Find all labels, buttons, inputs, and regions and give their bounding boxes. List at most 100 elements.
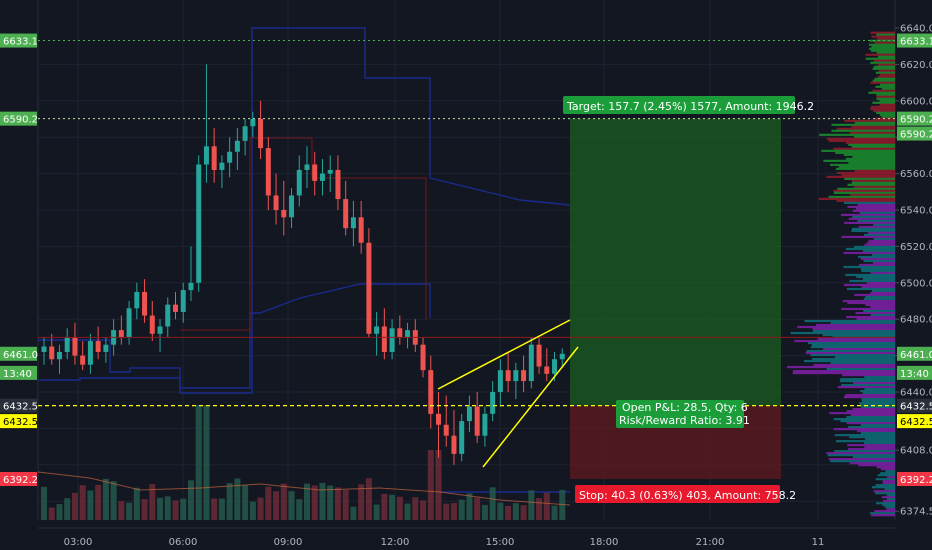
volume-bar — [249, 501, 256, 520]
volume-profile-bar — [872, 261, 895, 265]
volume-profile-bar — [859, 263, 895, 267]
volume-bar — [311, 485, 318, 520]
volume-profile-bar — [831, 123, 895, 126]
left-price-tag-bg — [0, 398, 37, 413]
volume-profile-bar — [854, 293, 895, 297]
wedge-upper-line — [437, 319, 571, 390]
volume-profile-bar — [790, 331, 895, 335]
volume-profile-bar — [843, 153, 895, 156]
time-tick-label: 03:00 — [64, 537, 93, 548]
volume-profile-bar — [843, 396, 895, 399]
volume-profile-bar — [875, 71, 895, 74]
candle-body — [188, 282, 194, 291]
candle-body — [343, 199, 349, 229]
candle-body — [296, 169, 302, 196]
volume-bar — [381, 493, 388, 520]
volume-bar — [172, 500, 179, 520]
volume-bar — [474, 497, 481, 520]
volume-profile-bar — [873, 65, 895, 68]
left-price-tag-bg — [0, 346, 37, 361]
volume-profile-bar — [872, 253, 895, 257]
volume-profile-bar — [875, 484, 895, 487]
volume-bar — [520, 505, 527, 520]
volume-profile-bar — [849, 436, 895, 439]
volume-profile-bar — [876, 502, 895, 505]
volume-profile-bar — [855, 311, 895, 315]
volume-profile-bar — [826, 452, 895, 455]
vwap-lines — [38, 27, 571, 493]
candle-body — [180, 290, 186, 312]
volume-bar — [389, 494, 396, 520]
volume-profile-bar — [794, 339, 895, 343]
candle-body — [451, 435, 457, 454]
volume-profile-bar — [871, 35, 895, 38]
volume-profile-bar — [876, 95, 895, 98]
volume-profile-bar — [880, 472, 895, 475]
volume-profile-bar — [844, 221, 895, 225]
candle-body — [536, 344, 542, 367]
volume-profile-bar — [841, 235, 895, 239]
volume-profile-bar — [868, 91, 895, 94]
right-price-tag-bg — [897, 111, 932, 126]
volume-profile-bar — [879, 99, 895, 102]
volume-bar — [528, 490, 535, 520]
volume-profile-bar — [870, 61, 895, 64]
volume-profile-bar — [884, 488, 895, 491]
volume-bar — [427, 450, 434, 520]
volume-profile-bar — [856, 275, 895, 279]
volume-profile-bar — [818, 197, 895, 201]
volume-profile-bar — [876, 51, 895, 54]
volume-bar — [404, 503, 411, 520]
candle-body — [289, 195, 295, 218]
volume-profile-bar — [870, 107, 895, 110]
volume-profile-bar — [822, 333, 895, 337]
volume-profile-bar — [856, 430, 895, 433]
volume-bar — [505, 505, 512, 520]
volume-profile-bar — [855, 207, 895, 211]
volume-profile-bar — [848, 161, 895, 164]
volume-ma — [37, 471, 571, 506]
right-price-tag-bg — [897, 365, 932, 380]
volume-profile-bar — [841, 307, 895, 311]
price-tick-label: 6374.5 — [900, 507, 932, 518]
rising-wedge[interactable] — [437, 319, 579, 468]
volume-profile-bar — [877, 474, 895, 477]
candle-body — [381, 326, 387, 352]
volume-profile-bar — [830, 361, 895, 365]
volume-profile-bar — [833, 418, 895, 421]
volume-profile-bar — [847, 205, 895, 209]
volume-profile-bar — [852, 215, 895, 219]
volume-bar — [164, 496, 171, 520]
volume-profile-bar — [871, 289, 895, 293]
volume-profile-bar — [876, 466, 895, 469]
volume-bar — [327, 485, 334, 520]
left-price-tag-bg — [0, 414, 37, 429]
volume-profile-bar — [817, 337, 895, 341]
right-price-tag-bg — [897, 346, 932, 361]
candle-body — [49, 346, 55, 360]
candle-body — [41, 346, 47, 352]
volume-profile-bar — [857, 203, 895, 207]
price-tick-label: 6640.0 — [900, 24, 932, 35]
volume-bar — [95, 484, 102, 520]
volume-profile-bar — [834, 355, 895, 359]
volume-profile-bar — [863, 309, 895, 313]
volume-profile-bar — [870, 313, 895, 317]
pnl-label: Open P&L: 28.5, Qty: 6 — [622, 401, 748, 414]
candle-body — [428, 370, 434, 414]
candle-body — [56, 351, 62, 360]
volume-bar — [187, 480, 194, 520]
volume-profile-bar — [810, 345, 895, 349]
candle-body — [304, 164, 310, 170]
volume-bar — [551, 505, 558, 520]
volume-profile-bar — [836, 199, 895, 203]
volume-profile-bar — [846, 416, 895, 419]
volume-profile-bar — [854, 121, 895, 124]
position-zones — [570, 118, 781, 479]
stop-label: Stop: 40.3 (0.63%) 403, Amount: 758.2 — [579, 489, 796, 502]
volume-profile-bar — [845, 157, 895, 160]
volume-profile-bar — [845, 141, 895, 144]
volume-profile-bar — [865, 295, 895, 299]
candle-body — [219, 162, 225, 170]
volume-bar — [203, 405, 210, 520]
